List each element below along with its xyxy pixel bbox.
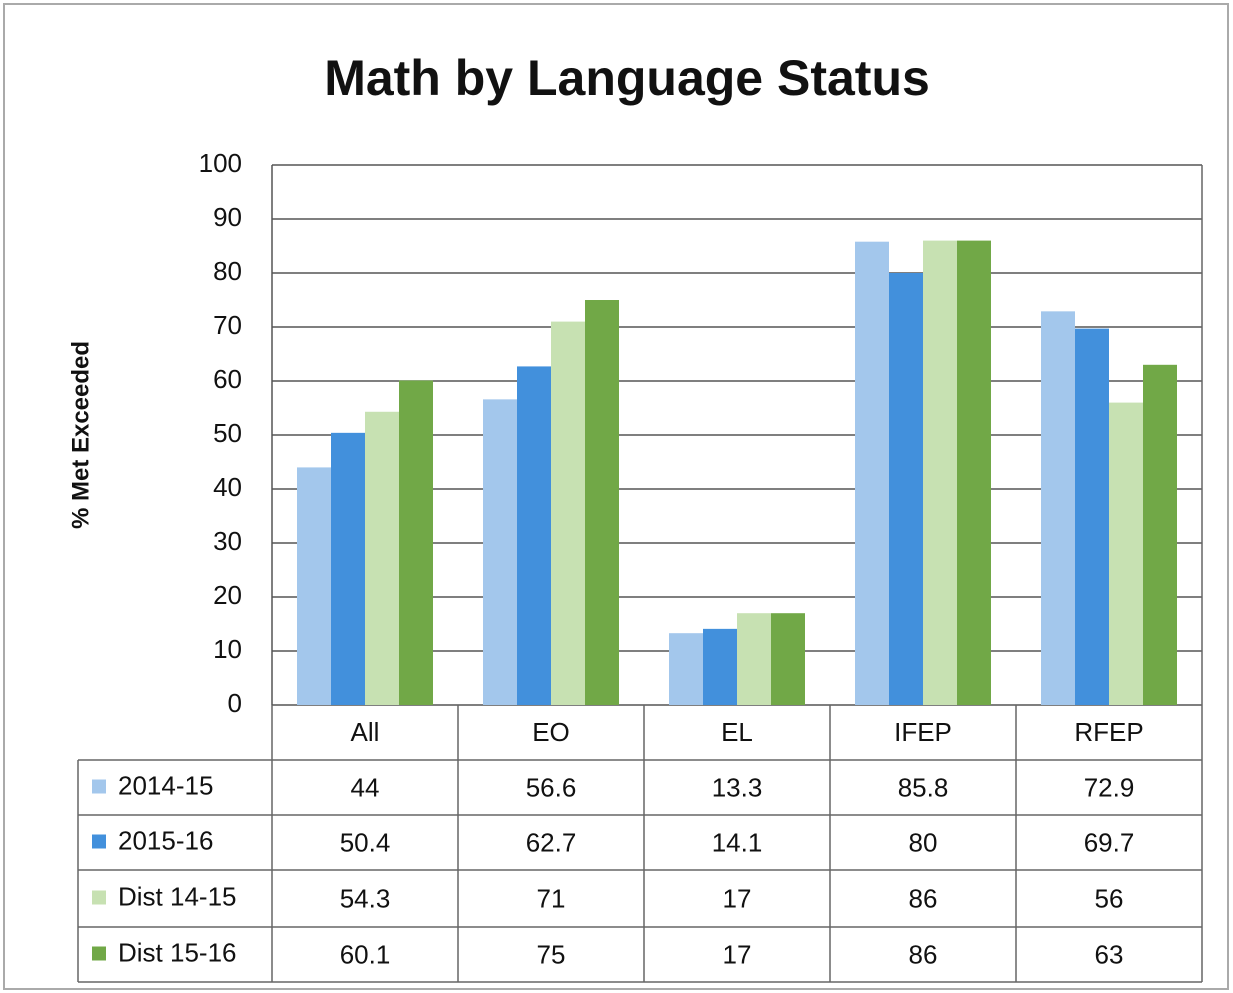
legend-swatch — [92, 834, 106, 849]
y-tick-label: 10 — [213, 634, 242, 664]
y-tick-label: 20 — [213, 580, 242, 610]
bar — [1075, 328, 1109, 705]
y-tick-label: 70 — [213, 310, 242, 340]
chart-title: Math by Language Status — [324, 50, 930, 106]
y-tick-label: 60 — [213, 364, 242, 394]
bar — [1109, 402, 1143, 705]
y-tick-label: 80 — [213, 256, 242, 286]
x-tick-label: All — [351, 717, 380, 747]
x-tick-label: RFEP — [1074, 717, 1143, 747]
bar — [923, 240, 957, 705]
table-value: 56.6 — [526, 772, 577, 802]
table-value: 13.3 — [712, 772, 763, 802]
legend-label: Dist 14-15 — [118, 881, 237, 911]
table-value: 44 — [351, 772, 380, 802]
table-value: 14.1 — [712, 827, 763, 857]
table-value: 80 — [909, 827, 938, 857]
bar — [331, 432, 365, 705]
bar — [483, 399, 517, 705]
legend-swatch — [92, 890, 106, 905]
y-tick-label: 0 — [228, 688, 242, 718]
bar — [669, 633, 703, 705]
y-axis-label: % Met Exceeded — [67, 341, 94, 529]
legend-label: 2015-16 — [118, 825, 213, 855]
bar — [399, 380, 433, 705]
bar — [737, 613, 771, 705]
table-value: 56 — [1095, 883, 1124, 913]
bar — [703, 628, 737, 705]
bar — [585, 300, 619, 705]
bar — [771, 613, 805, 705]
table-value: 54.3 — [340, 883, 391, 913]
bar — [1143, 364, 1177, 705]
legend-swatch — [92, 779, 106, 794]
table-value: 75 — [537, 939, 566, 969]
legend-swatch — [92, 946, 106, 961]
table-value: 63 — [1095, 939, 1124, 969]
bar — [551, 321, 585, 705]
table-value: 69.7 — [1084, 827, 1135, 857]
y-tick-label: 100 — [199, 148, 242, 178]
bar — [855, 241, 889, 705]
x-tick-label: EL — [721, 717, 753, 747]
y-tick-label: 30 — [213, 526, 242, 556]
table-value: 50.4 — [340, 827, 391, 857]
legend-label: 2014-15 — [118, 770, 213, 800]
y-tick-label: 50 — [213, 418, 242, 448]
table-value: 17 — [723, 883, 752, 913]
table-value: 60.1 — [340, 939, 391, 969]
y-tick-label: 90 — [213, 202, 242, 232]
legend-label: Dist 15-16 — [118, 937, 237, 967]
x-tick-label: IFEP — [894, 717, 952, 747]
x-tick-label: EO — [532, 717, 570, 747]
table-value: 71 — [537, 883, 566, 913]
table-value: 17 — [723, 939, 752, 969]
chart-frame — [3, 3, 1229, 990]
bar — [889, 273, 923, 705]
table-value: 86 — [909, 939, 938, 969]
bar — [1041, 311, 1075, 705]
bar — [365, 411, 399, 705]
table-value: 62.7 — [526, 827, 577, 857]
bar — [957, 240, 991, 705]
table-value: 86 — [909, 883, 938, 913]
y-tick-label: 40 — [213, 472, 242, 502]
bar — [297, 467, 331, 705]
table-value: 72.9 — [1084, 772, 1135, 802]
bar — [517, 366, 551, 705]
table-value: 85.8 — [898, 772, 949, 802]
